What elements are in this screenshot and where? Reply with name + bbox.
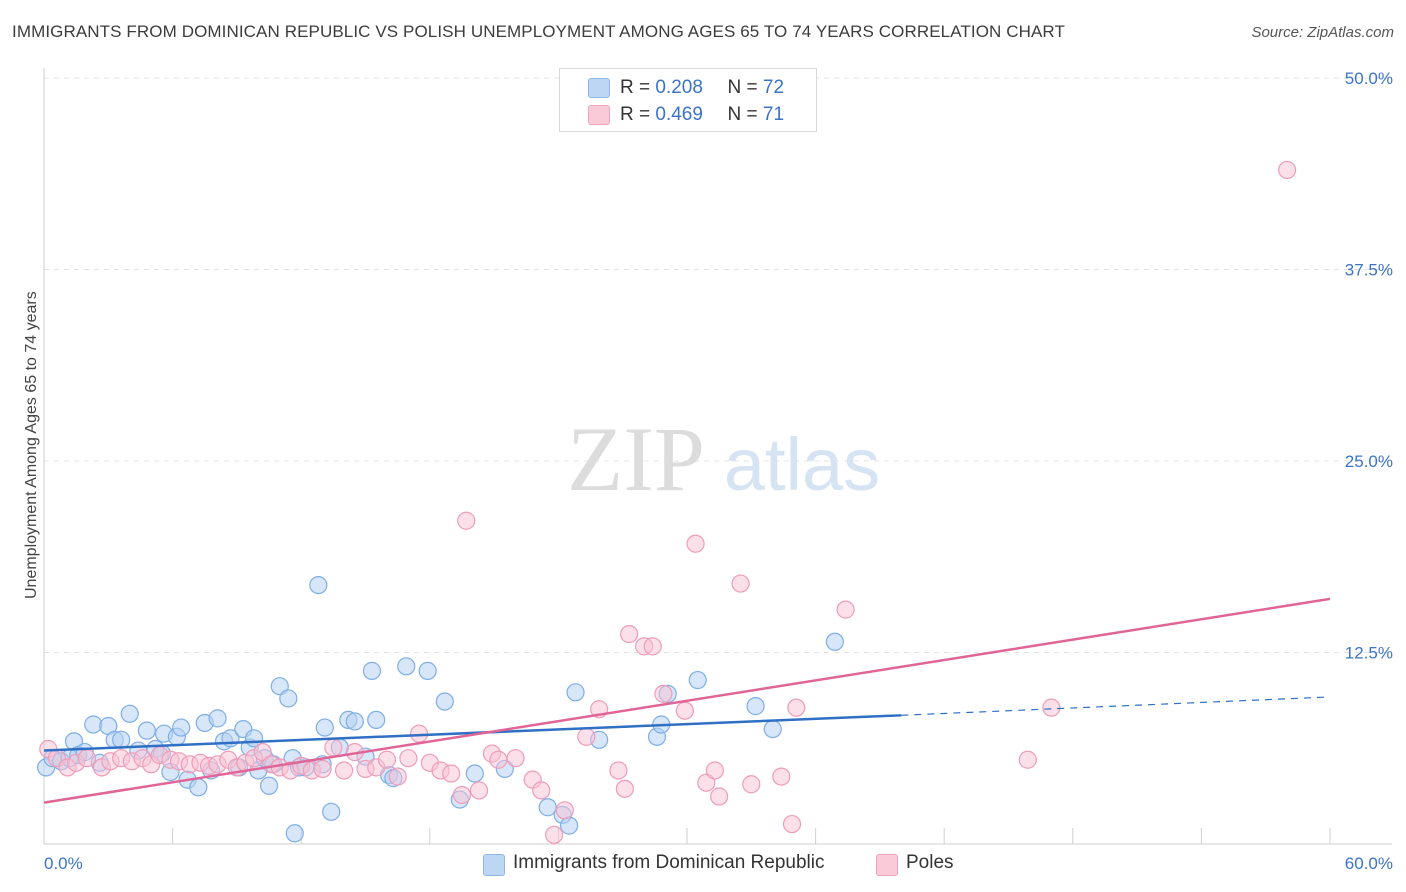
trend-line-pink: [43, 597, 1331, 804]
point-pink-42: [457, 511, 476, 530]
bottom-legend-swatch-blue: [483, 854, 505, 876]
point-blue-10: [112, 730, 131, 749]
bottom-legend-swatch-pink: [876, 854, 898, 876]
point-pink-4: [77, 749, 96, 768]
point-blue-39: [315, 718, 334, 737]
legend: R = 0.208 N = 72 R = 0.469 N = 71: [559, 68, 817, 132]
x-tick-label-min: 0.0%: [44, 854, 83, 873]
point-pink-57: [643, 637, 662, 656]
point-pink-41: [452, 785, 472, 805]
y-axis-label: Unemployment Among Ages 65 to 74 years: [23, 291, 40, 599]
point-blue-52: [465, 764, 484, 783]
legend-n-value-pink: 71: [762, 104, 785, 125]
source-label: Source: ZipAtlas.com: [1251, 24, 1394, 41]
trend-line-blue: [43, 714, 902, 752]
bottom-legend-label-blue: Immigrants from Dominican Republic: [513, 852, 825, 873]
point-pink-46: [506, 749, 525, 768]
point-pink-55: [620, 625, 639, 644]
point-pink-36: [399, 749, 418, 768]
point-pink-54: [615, 779, 634, 798]
point-blue-57: [566, 683, 585, 702]
point-blue-23: [208, 709, 227, 728]
point-pink-65: [742, 775, 761, 794]
point-blue-46: [367, 710, 386, 730]
point-blue-56: [560, 816, 579, 835]
point-pink-45: [489, 750, 508, 769]
legend-r-label-blue: R =: [620, 77, 651, 98]
legend-n-value-blue: 72: [762, 77, 785, 98]
point-pink-28: [313, 759, 332, 779]
point-pink-34: [377, 750, 397, 769]
series-pink-points: [39, 160, 1297, 844]
point-pink-63: [710, 787, 729, 806]
legend-n-label-pink: N =: [727, 104, 758, 125]
y-tick-label-3: 50.0%: [1345, 69, 1393, 88]
legend-r-value-pink: 0.469: [655, 104, 703, 125]
chart-title: IMMIGRANTS FROM DOMINICAN REPUBLIC VS PO…: [12, 22, 1065, 41]
tick-labels: 12.5% 25.0% 37.5% 50.0% 0.0% 60.0%: [44, 69, 1393, 873]
point-blue-11: [120, 704, 139, 723]
point-pink-43: [469, 781, 489, 800]
y-tick-label-1: 25.0%: [1345, 452, 1393, 471]
y-tick-label-2: 37.5%: [1345, 261, 1393, 280]
point-pink-64: [731, 574, 750, 593]
point-blue-63: [746, 697, 765, 716]
point-pink-69: [836, 600, 855, 619]
point-pink-30: [334, 761, 354, 780]
point-blue-54: [538, 798, 557, 817]
point-pink-66: [772, 767, 791, 786]
point-blue-62: [688, 670, 707, 690]
trend-line-blue-extension: [901, 696, 1331, 716]
y-tick-label-0: 12.5%: [1345, 644, 1393, 663]
watermark-atlas: atlas: [724, 423, 880, 506]
point-pink-50: [555, 801, 574, 820]
legend-r-label-pink: R =: [620, 104, 651, 125]
point-pink-72: [1278, 160, 1297, 180]
point-blue-34: [279, 689, 298, 708]
point-blue-64: [763, 719, 782, 739]
watermark: ZIP atlas: [567, 408, 880, 510]
point-pink-51: [577, 727, 596, 746]
point-pink-59: [675, 701, 694, 720]
point-pink-53: [609, 761, 628, 780]
x-tick-label-max: 60.0%: [1345, 854, 1393, 873]
trend-lines: [43, 597, 1331, 804]
legend-swatch-pink: [588, 105, 610, 125]
point-blue-45: [362, 661, 382, 680]
point-pink-71: [1042, 698, 1061, 717]
legend-n-label-blue: N =: [727, 77, 758, 98]
point-blue-49: [418, 661, 437, 680]
legend-swatch-blue: [588, 78, 610, 98]
point-blue-48: [397, 657, 416, 676]
point-pink-40: [442, 764, 461, 783]
point-pink-70: [1018, 750, 1037, 769]
point-blue-31: [259, 776, 279, 795]
point-pink-60: [686, 534, 705, 553]
point-blue-43: [345, 712, 364, 731]
point-pink-48: [532, 781, 551, 800]
point-blue-18: [172, 718, 191, 737]
point-blue-7: [84, 715, 103, 734]
point-blue-40: [322, 802, 341, 821]
point-pink-29: [324, 738, 343, 757]
point-blue-66: [285, 824, 304, 843]
bottom-legend-label-pink: Poles: [906, 852, 954, 873]
point-pink-62: [705, 761, 724, 780]
point-blue-38: [309, 575, 328, 595]
point-pink-35: [388, 767, 407, 786]
point-pink-68: [787, 698, 806, 717]
legend-r-value-blue: 0.208: [655, 77, 703, 98]
point-blue-20: [189, 778, 208, 797]
point-blue-65: [825, 632, 844, 651]
point-blue-50: [435, 692, 454, 711]
point-pink-67: [782, 814, 802, 834]
grid-lines: [44, 77, 1392, 653]
point-blue-13: [137, 721, 156, 740]
watermark-zip: ZIP: [567, 408, 705, 510]
point-pink-49: [545, 825, 564, 844]
point-pink-58: [654, 684, 673, 703]
